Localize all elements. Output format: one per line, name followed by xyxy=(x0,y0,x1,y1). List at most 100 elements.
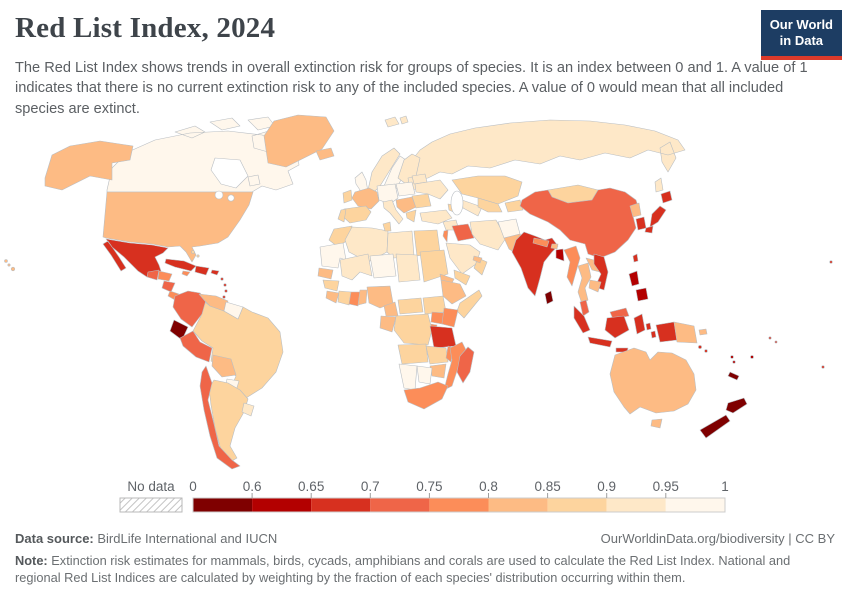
legend-bin[interactable] xyxy=(488,498,548,512)
country-uzbekistan[interactable] xyxy=(477,197,503,213)
country-taiwan[interactable] xyxy=(632,253,639,263)
country-micronesia[interactable] xyxy=(774,340,778,344)
country-micronesia[interactable] xyxy=(821,365,825,369)
country-vanuatu[interactable] xyxy=(730,355,734,359)
country-oman[interactable] xyxy=(473,257,488,276)
country-norway[interactable] xyxy=(367,115,409,194)
country-drc[interactable] xyxy=(393,313,433,346)
legend-bin[interactable] xyxy=(547,498,607,512)
country-south-africa[interactable] xyxy=(403,381,449,410)
country-fiji[interactable] xyxy=(750,355,754,359)
country-guatemala[interactable] xyxy=(146,269,160,281)
country-angola[interactable] xyxy=(397,343,429,365)
country-russia[interactable] xyxy=(404,119,686,193)
owid-link[interactable]: OurWorldinData.org/biodiversity | CC BY xyxy=(600,531,835,546)
country-micronesia[interactable] xyxy=(768,336,772,340)
country-togo-benin[interactable] xyxy=(357,289,368,306)
country-senegal[interactable] xyxy=(317,267,334,280)
hawaii-island[interactable] xyxy=(7,263,11,267)
country-bahamas[interactable] xyxy=(196,254,200,258)
country-argentina[interactable] xyxy=(208,379,249,463)
country-ireland[interactable] xyxy=(342,189,353,204)
country-botswana[interactable] xyxy=(416,365,433,385)
country-jamaica[interactable] xyxy=(181,270,191,277)
country-guyanas[interactable] xyxy=(223,301,244,320)
country-new-zealand[interactable] xyxy=(699,397,748,439)
country-car[interactable] xyxy=(397,297,424,315)
country-yemen[interactable] xyxy=(453,269,471,286)
legend-color-bar[interactable] xyxy=(193,498,725,512)
country-lesser-antilles[interactable] xyxy=(223,283,227,287)
country-malaysia[interactable] xyxy=(579,299,630,320)
country-cuba[interactable] xyxy=(164,258,197,272)
country-iceland[interactable] xyxy=(315,147,335,161)
no-data-swatch[interactable] xyxy=(119,497,183,513)
country-north-korea[interactable] xyxy=(629,202,642,218)
country-western-sahara[interactable] xyxy=(319,242,347,269)
country-italy[interactable] xyxy=(382,199,404,225)
country-sierra-leone[interactable] xyxy=(325,290,340,304)
legend-bin[interactable] xyxy=(429,498,489,512)
country-puerto-rico[interactable] xyxy=(210,269,220,276)
country-greece[interactable] xyxy=(405,209,417,223)
country-mozambique[interactable] xyxy=(443,341,467,391)
country-madagascar[interactable] xyxy=(456,346,475,384)
country-sudan[interactable] xyxy=(419,249,449,283)
country-png[interactable] xyxy=(673,321,708,344)
owid-logo[interactable]: Our World in Data xyxy=(760,10,842,60)
country-bahamas[interactable] xyxy=(191,250,195,254)
country-kazakhstan[interactable] xyxy=(451,175,523,205)
country-japan[interactable] xyxy=(644,190,673,234)
hawaii-island[interactable] xyxy=(4,259,8,263)
country-gabon-congo[interactable] xyxy=(379,315,397,333)
country-tanzania[interactable] xyxy=(429,325,457,349)
country-balkans[interactable] xyxy=(395,196,417,214)
country-colombia[interactable] xyxy=(172,290,207,328)
country-france[interactable] xyxy=(351,187,380,210)
country-hispaniola[interactable] xyxy=(194,265,210,276)
hawaii-island[interactable] xyxy=(10,266,16,272)
country-vietnam[interactable] xyxy=(593,253,609,291)
legend-bin[interactable] xyxy=(311,498,371,512)
country-cambodia[interactable] xyxy=(588,279,602,293)
country-micronesia[interactable] xyxy=(829,260,833,264)
country-lesser-antilles[interactable] xyxy=(222,295,226,299)
country-india[interactable] xyxy=(511,231,559,297)
country-thailand[interactable] xyxy=(577,262,592,305)
country-sri-lanka[interactable] xyxy=(544,290,554,305)
country-nicaragua[interactable] xyxy=(161,280,176,293)
country-lesser-antilles[interactable] xyxy=(220,277,224,281)
country-niger[interactable] xyxy=(369,253,397,279)
country-zimbabwe[interactable] xyxy=(429,363,447,379)
country-philippines[interactable] xyxy=(628,270,649,302)
country-bolivia[interactable] xyxy=(211,354,237,378)
country-vanuatu[interactable] xyxy=(732,360,736,364)
country-south-sudan[interactable] xyxy=(422,295,447,315)
country-central-europe[interactable] xyxy=(376,183,399,205)
country-romania[interactable] xyxy=(411,193,432,209)
country-australia[interactable] xyxy=(609,347,697,429)
legend-bin[interactable] xyxy=(193,498,253,512)
country-lesser-antilles[interactable] xyxy=(224,289,228,293)
legend-bin[interactable] xyxy=(252,498,312,512)
country-poland[interactable] xyxy=(395,181,416,197)
country-uruguay[interactable] xyxy=(241,402,255,417)
country-ivory-coast[interactable] xyxy=(337,290,352,306)
country-iran[interactable] xyxy=(469,219,507,251)
country-morocco[interactable] xyxy=(328,225,353,248)
country-mexico[interactable] xyxy=(102,238,169,278)
country-ethiopia[interactable] xyxy=(440,279,467,305)
country-namibia[interactable] xyxy=(398,363,418,391)
country-guinea[interactable] xyxy=(322,279,340,292)
country-myanmar[interactable] xyxy=(563,245,581,287)
country-new-caledonia[interactable] xyxy=(727,371,740,381)
country-turkey[interactable] xyxy=(419,209,453,225)
legend-bin[interactable] xyxy=(665,498,725,512)
country-iraq[interactable] xyxy=(451,223,475,242)
country-south-korea[interactable] xyxy=(635,216,647,231)
country-bhutan[interactable] xyxy=(550,243,559,250)
country-solomon[interactable] xyxy=(698,345,702,349)
country-portugal[interactable] xyxy=(337,208,347,223)
country-china[interactable] xyxy=(519,187,641,259)
country-israel[interactable] xyxy=(442,229,449,243)
